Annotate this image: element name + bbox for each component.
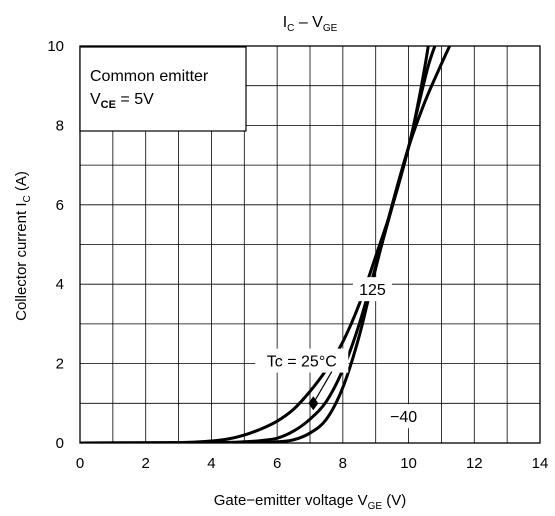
point-marker <box>308 396 319 411</box>
legend-line-2: VCE = 5V <box>90 91 154 111</box>
curve-label-0: 125 <box>359 282 386 299</box>
x-tick-label: 6 <box>273 455 281 472</box>
legend-line-1: Common emitter <box>90 68 209 85</box>
y-tick-label: 2 <box>56 356 64 373</box>
x-axis-title: Gate−emitter voltage VGE (V) <box>214 492 406 512</box>
x-tick-label: 8 <box>339 455 347 472</box>
x-tick-label: 14 <box>532 455 549 472</box>
x-tick-label: 12 <box>466 455 483 472</box>
tick-labels: 0 2 4 6 8 10 12 14 0 2 4 6 8 10 <box>47 38 548 472</box>
y-tick-label: 6 <box>56 197 64 214</box>
label-leader-line <box>312 371 333 404</box>
x-tick-label: 2 <box>142 455 150 472</box>
curve-label-1: Tc = 25°C <box>267 354 337 371</box>
y-axis-title: Collector current IC (A) <box>13 171 33 321</box>
x-tick-label: 4 <box>207 455 215 472</box>
curve-labels: 125 Tc = 25°C −40 <box>255 277 424 429</box>
curve-label-2: −40 <box>390 409 417 426</box>
legend-box-frame <box>79 46 247 132</box>
plot-frame <box>79 45 541 444</box>
legend-box: Common emitter VCE = 5V <box>79 46 247 132</box>
chart-title: IC – VGE <box>283 14 338 34</box>
x-tick-label: 0 <box>76 455 84 472</box>
series-line-2 <box>80 46 452 443</box>
curve-label-bg <box>384 404 424 429</box>
curves <box>80 46 452 443</box>
curve-label-bg <box>352 277 392 302</box>
y-tick-label: 8 <box>56 117 64 134</box>
y-tick-label: 4 <box>56 276 64 293</box>
y-tick-label: 0 <box>56 435 64 452</box>
y-tick-label: 10 <box>47 38 64 55</box>
x-tick-label: 10 <box>400 455 417 472</box>
curve-label-bg <box>255 348 349 373</box>
